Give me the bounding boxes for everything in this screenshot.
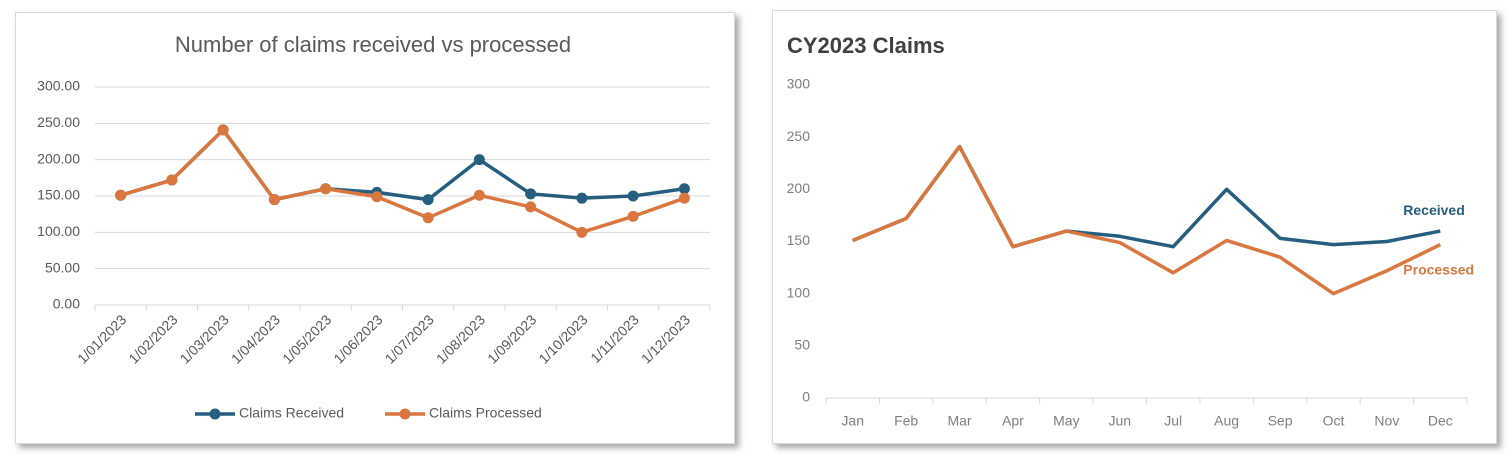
x-tick-label: 1/02/2023 — [125, 311, 181, 367]
x-tick-label: 1/10/2023 — [535, 311, 591, 367]
data-point — [678, 192, 690, 204]
y-tick-label: 0.00 — [53, 296, 80, 312]
x-tick-label: Dec — [1428, 413, 1453, 429]
chart-title: Number of claims received vs processed — [175, 32, 571, 57]
x-tick-label: Jul — [1164, 413, 1182, 429]
series-line — [852, 144, 1442, 296]
series-line — [852, 144, 1441, 249]
x-tick-label: Sep — [1268, 413, 1293, 429]
y-tick-label: 200.00 — [37, 150, 80, 166]
x-tick-label: 1/09/2023 — [484, 311, 540, 367]
x-tick-label: Feb — [894, 413, 918, 429]
data-point — [422, 194, 434, 206]
y-tick-label: 150 — [787, 232, 811, 248]
x-tick-label: Apr — [1002, 413, 1024, 429]
x-tick-label: 1/12/2023 — [638, 311, 694, 367]
chart-title: CY2023 Claims — [787, 33, 945, 58]
legend-marker — [399, 408, 411, 420]
x-tick-label: 1/04/2023 — [228, 311, 284, 367]
x-tick-label: May — [1053, 413, 1079, 429]
y-tick-label: 50 — [794, 337, 810, 353]
legend-label: Claims Processed — [429, 405, 542, 421]
x-tick-label: 1/05/2023 — [279, 311, 335, 367]
x-tick-label: 1/07/2023 — [382, 311, 438, 367]
x-tick-label: Jun — [1109, 413, 1132, 429]
y-tick-label: 0 — [802, 389, 810, 405]
x-tick-label: Jan — [841, 413, 864, 429]
data-point — [422, 212, 434, 224]
data-point — [217, 124, 229, 136]
x-tick-label: 1/11/2023 — [587, 311, 642, 366]
data-point — [166, 174, 178, 186]
chart-panel — [15, 12, 735, 444]
legend-marker — [209, 408, 221, 420]
x-tick-label: Aug — [1214, 413, 1239, 429]
x-tick-label: Oct — [1323, 413, 1345, 429]
legend-label: Claims Received — [239, 405, 344, 421]
data-point — [473, 189, 485, 201]
data-point — [576, 226, 588, 238]
series-line — [120, 128, 685, 235]
data-point — [525, 201, 537, 213]
series-end-label: Processed — [1403, 261, 1474, 277]
y-tick-label: 100.00 — [37, 223, 80, 239]
series-line — [120, 128, 685, 202]
data-point — [268, 194, 280, 206]
data-point — [627, 190, 639, 202]
y-tick-label: 200 — [787, 180, 811, 196]
data-point — [320, 183, 332, 195]
y-tick-label: 50.00 — [45, 259, 80, 275]
x-tick-label: 1/01/2023 — [74, 311, 130, 367]
x-tick-label: 1/03/2023 — [177, 311, 233, 367]
data-point — [576, 192, 588, 204]
data-point — [678, 183, 690, 195]
series-end-label: Received — [1403, 202, 1464, 218]
data-point — [525, 188, 537, 200]
chart-panel — [772, 10, 1497, 444]
y-tick-label: 100 — [787, 284, 811, 300]
x-tick-label: Mar — [947, 413, 971, 429]
y-tick-label: 300.00 — [37, 78, 80, 94]
x-tick-label: Nov — [1374, 413, 1399, 429]
y-tick-label: 250 — [787, 128, 811, 144]
y-tick-label: 150.00 — [37, 187, 80, 203]
data-point — [371, 191, 383, 203]
y-tick-label: 300 — [787, 76, 811, 92]
data-point — [115, 189, 127, 201]
data-point — [627, 210, 639, 222]
y-tick-label: 250.00 — [37, 114, 80, 130]
x-tick-label: 1/08/2023 — [433, 311, 489, 367]
data-point — [473, 154, 485, 166]
x-tick-label: 1/06/2023 — [330, 311, 386, 367]
